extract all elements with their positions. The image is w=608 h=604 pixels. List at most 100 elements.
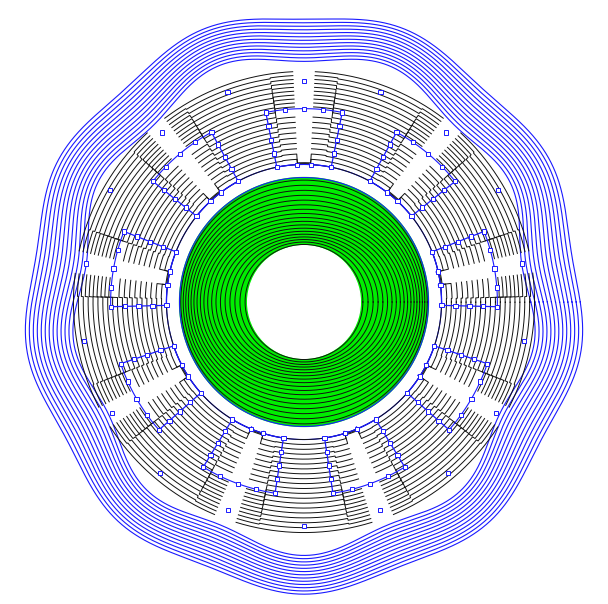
- Bar: [179, 363, 184, 367]
- Bar: [135, 234, 139, 239]
- Bar: [269, 138, 274, 142]
- Bar: [388, 143, 392, 147]
- Bar: [119, 362, 123, 366]
- Bar: [459, 413, 463, 417]
- Bar: [442, 188, 446, 192]
- Bar: [373, 417, 378, 422]
- Bar: [161, 245, 165, 249]
- Bar: [368, 481, 372, 486]
- Bar: [485, 362, 489, 366]
- Bar: [350, 487, 354, 492]
- Bar: [84, 262, 88, 266]
- Bar: [440, 165, 444, 169]
- Bar: [488, 248, 492, 252]
- Bar: [332, 152, 336, 156]
- Bar: [209, 453, 213, 457]
- Bar: [329, 477, 333, 481]
- Bar: [496, 188, 500, 192]
- Bar: [337, 124, 342, 128]
- Bar: [302, 106, 306, 111]
- Bar: [331, 491, 335, 495]
- Bar: [157, 428, 161, 432]
- Bar: [420, 205, 424, 210]
- Bar: [395, 199, 399, 203]
- Bar: [188, 400, 193, 404]
- Bar: [236, 481, 240, 486]
- Bar: [482, 230, 486, 234]
- Bar: [282, 436, 286, 440]
- Bar: [160, 130, 164, 135]
- Bar: [340, 111, 344, 115]
- Bar: [158, 471, 162, 475]
- Bar: [216, 441, 220, 445]
- Bar: [173, 197, 177, 201]
- Bar: [283, 108, 287, 112]
- Bar: [273, 491, 277, 495]
- Bar: [395, 453, 399, 457]
- Bar: [326, 463, 331, 467]
- Bar: [334, 138, 339, 142]
- Bar: [151, 179, 155, 184]
- Bar: [275, 477, 279, 481]
- Bar: [469, 234, 473, 239]
- Bar: [162, 188, 166, 192]
- Circle shape: [247, 246, 361, 358]
- Bar: [199, 391, 203, 395]
- Bar: [137, 304, 140, 308]
- Bar: [355, 426, 359, 431]
- Bar: [168, 269, 172, 274]
- Bar: [418, 374, 422, 379]
- Bar: [126, 379, 130, 384]
- Bar: [226, 508, 230, 512]
- Bar: [437, 419, 441, 423]
- Bar: [494, 411, 498, 415]
- Bar: [193, 140, 197, 144]
- Bar: [266, 124, 271, 128]
- Bar: [453, 179, 457, 184]
- Bar: [520, 262, 524, 266]
- Bar: [388, 441, 392, 445]
- Bar: [478, 379, 482, 384]
- Bar: [436, 269, 440, 274]
- Bar: [375, 167, 379, 171]
- Bar: [325, 450, 329, 454]
- Bar: [322, 436, 326, 440]
- Bar: [342, 431, 347, 435]
- Bar: [148, 240, 152, 244]
- Bar: [385, 474, 390, 478]
- Bar: [426, 152, 430, 156]
- Bar: [109, 286, 113, 289]
- Bar: [415, 400, 420, 404]
- Bar: [378, 508, 382, 512]
- Bar: [132, 357, 136, 361]
- Bar: [522, 339, 527, 343]
- Bar: [229, 167, 233, 171]
- Bar: [444, 130, 448, 135]
- Bar: [249, 426, 253, 431]
- Bar: [167, 419, 171, 423]
- Bar: [482, 304, 485, 309]
- Bar: [321, 108, 325, 112]
- Bar: [116, 248, 120, 252]
- Bar: [110, 411, 114, 415]
- Bar: [329, 165, 333, 169]
- Bar: [209, 199, 213, 203]
- Bar: [424, 363, 429, 367]
- Bar: [302, 524, 306, 528]
- Bar: [454, 304, 458, 308]
- Bar: [108, 188, 112, 192]
- Bar: [302, 79, 306, 83]
- Bar: [178, 410, 182, 414]
- Bar: [368, 179, 372, 184]
- Bar: [164, 165, 168, 169]
- Bar: [201, 465, 206, 469]
- Bar: [109, 304, 113, 309]
- Bar: [295, 162, 299, 167]
- Bar: [402, 465, 407, 469]
- Bar: [381, 429, 385, 434]
- Bar: [279, 450, 283, 454]
- Bar: [134, 397, 139, 401]
- Bar: [145, 353, 150, 357]
- Bar: [456, 240, 460, 244]
- Bar: [174, 249, 178, 254]
